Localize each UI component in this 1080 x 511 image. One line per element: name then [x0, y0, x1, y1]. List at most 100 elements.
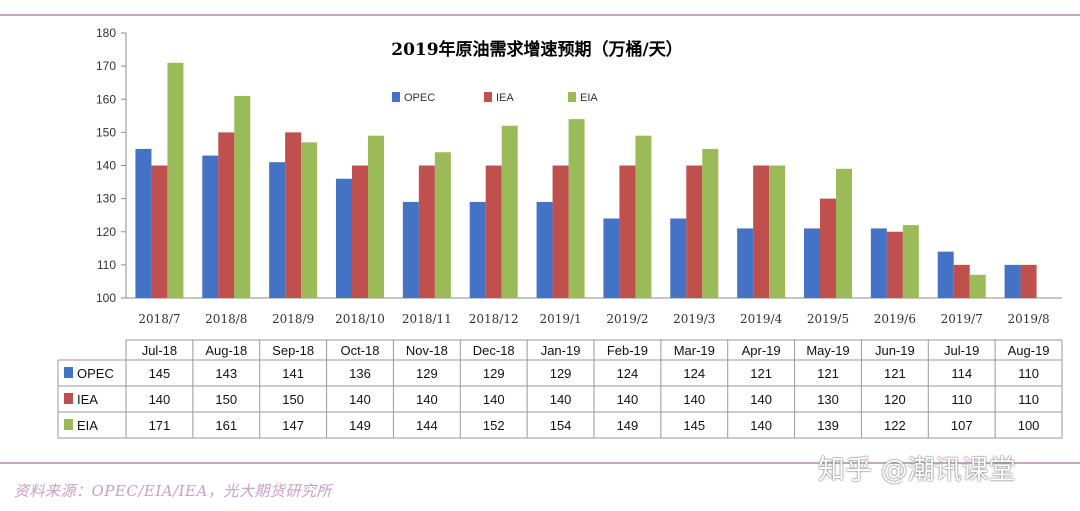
x-tick-label: 2018/12 [469, 312, 519, 326]
bar-eia [702, 148, 719, 298]
table-cell: 129 [550, 366, 572, 381]
table-row-label: OPEC [77, 366, 114, 381]
x-tick-label: 2019/7 [941, 312, 983, 326]
legend-swatch-eia [568, 92, 576, 102]
table-cell: 124 [683, 366, 705, 381]
bar-iea [1020, 264, 1037, 298]
table-cell: 139 [817, 418, 839, 433]
table-swatch-eia [64, 419, 73, 430]
y-tick-label: 140 [96, 159, 116, 173]
table-cell: 140 [416, 392, 438, 407]
bar-iea [820, 198, 836, 298]
bar-iea [485, 165, 502, 298]
table-cell: 149 [617, 418, 639, 433]
x-tick-label: 2019/1 [539, 312, 581, 326]
table-header-cell: Jul-18 [142, 343, 177, 358]
y-tick-label: 100 [96, 291, 116, 305]
bar-iea [285, 132, 302, 298]
x-tick-label: 2019/3 [673, 312, 715, 326]
table-cell: 161 [215, 418, 237, 433]
x-tick-label: 2018/10 [335, 312, 385, 326]
table-header-cell: Nov-18 [406, 343, 448, 358]
bar-opec [603, 218, 620, 298]
x-tick-label: 2019/5 [807, 312, 849, 326]
y-tick-label: 150 [96, 125, 116, 139]
bar-eia [635, 135, 652, 298]
legend-swatch-opec [392, 92, 400, 102]
table-cell: 145 [683, 418, 705, 433]
bar-iea [352, 165, 368, 298]
source-note: 资料来源：OPEC/EIA/IEA，光大期货研究所 [14, 482, 332, 500]
table-cell: 171 [149, 418, 171, 433]
table-header-cell: Feb-19 [607, 343, 648, 358]
bar-opec [1004, 264, 1021, 298]
table-cell: 136 [349, 366, 371, 381]
table-cell: 150 [282, 392, 304, 407]
legend-swatch-iea [484, 92, 492, 102]
y-tick-label: 180 [96, 26, 116, 40]
bar-iea [886, 231, 903, 298]
table-cell: 114 [951, 366, 972, 381]
bar-opec [536, 201, 553, 298]
table-cell: 141 [282, 366, 304, 381]
bar-eia [969, 274, 986, 298]
bar-opec [937, 251, 954, 298]
table-header-cell: Jun-19 [875, 343, 915, 358]
table-cell: 147 [282, 418, 304, 433]
table-header-cell: Aug-18 [205, 343, 247, 358]
table-swatch-opec [64, 367, 73, 378]
bar-iea [218, 132, 235, 298]
bar-eia [368, 135, 384, 298]
table-cell: 129 [483, 366, 505, 381]
bar-iea [953, 264, 970, 298]
legend-label: OPEC [404, 92, 435, 104]
bar-opec [804, 228, 820, 298]
bar-eia [301, 142, 318, 298]
bar-opec [269, 162, 286, 298]
bar-iea [686, 165, 703, 298]
table-header-cell: Sep-18 [272, 343, 314, 358]
bar-opec [135, 148, 152, 298]
x-tick-label: 2019/8 [1007, 312, 1049, 326]
x-tick-label: 2018/9 [272, 312, 314, 326]
bar-iea [418, 165, 435, 298]
x-tick-label: 2018/8 [205, 312, 247, 326]
table-cell: 124 [617, 366, 639, 381]
table-cell: 140 [483, 392, 505, 407]
bar-eia [836, 168, 852, 298]
legend-label: EIA [580, 92, 598, 104]
watermark: 知乎 @潮讯课堂 [818, 455, 1016, 486]
y-tick-label: 170 [96, 59, 116, 73]
y-tick-label: 110 [97, 258, 116, 272]
bar-eia [568, 119, 585, 298]
table-cell: 150 [215, 392, 237, 407]
bar-opec [737, 228, 754, 298]
bar-opec [469, 201, 486, 298]
bar-eia [501, 125, 518, 298]
table-header-cell: Mar-19 [674, 343, 715, 358]
table-cell: 100 [1018, 418, 1040, 433]
table-cell: 144 [416, 418, 438, 433]
x-tick-label: 2018/7 [138, 312, 180, 326]
table-header-cell: Dec-18 [473, 343, 515, 358]
table-cell: 143 [215, 366, 237, 381]
bar-opec [402, 201, 419, 298]
table-cell: 110 [1018, 366, 1039, 381]
bar-eia [434, 152, 451, 298]
y-tick-label: 120 [96, 225, 116, 239]
x-tick-label: 2018/11 [402, 312, 452, 326]
bar-opec [202, 155, 219, 298]
bar-opec [870, 228, 887, 298]
x-tick-label: 2019/4 [740, 312, 783, 326]
table-header-cell: Aug-19 [1008, 343, 1050, 358]
table-cell: 129 [416, 366, 438, 381]
table-cell: 152 [483, 418, 505, 433]
table-cell: 149 [349, 418, 371, 433]
bar-eia [234, 95, 251, 298]
table-cell: 121 [884, 366, 906, 381]
table-cell: 121 [817, 366, 839, 381]
table-header-cell: May-19 [806, 343, 849, 358]
bar-opec [336, 178, 352, 298]
table-cell: 122 [884, 418, 906, 433]
